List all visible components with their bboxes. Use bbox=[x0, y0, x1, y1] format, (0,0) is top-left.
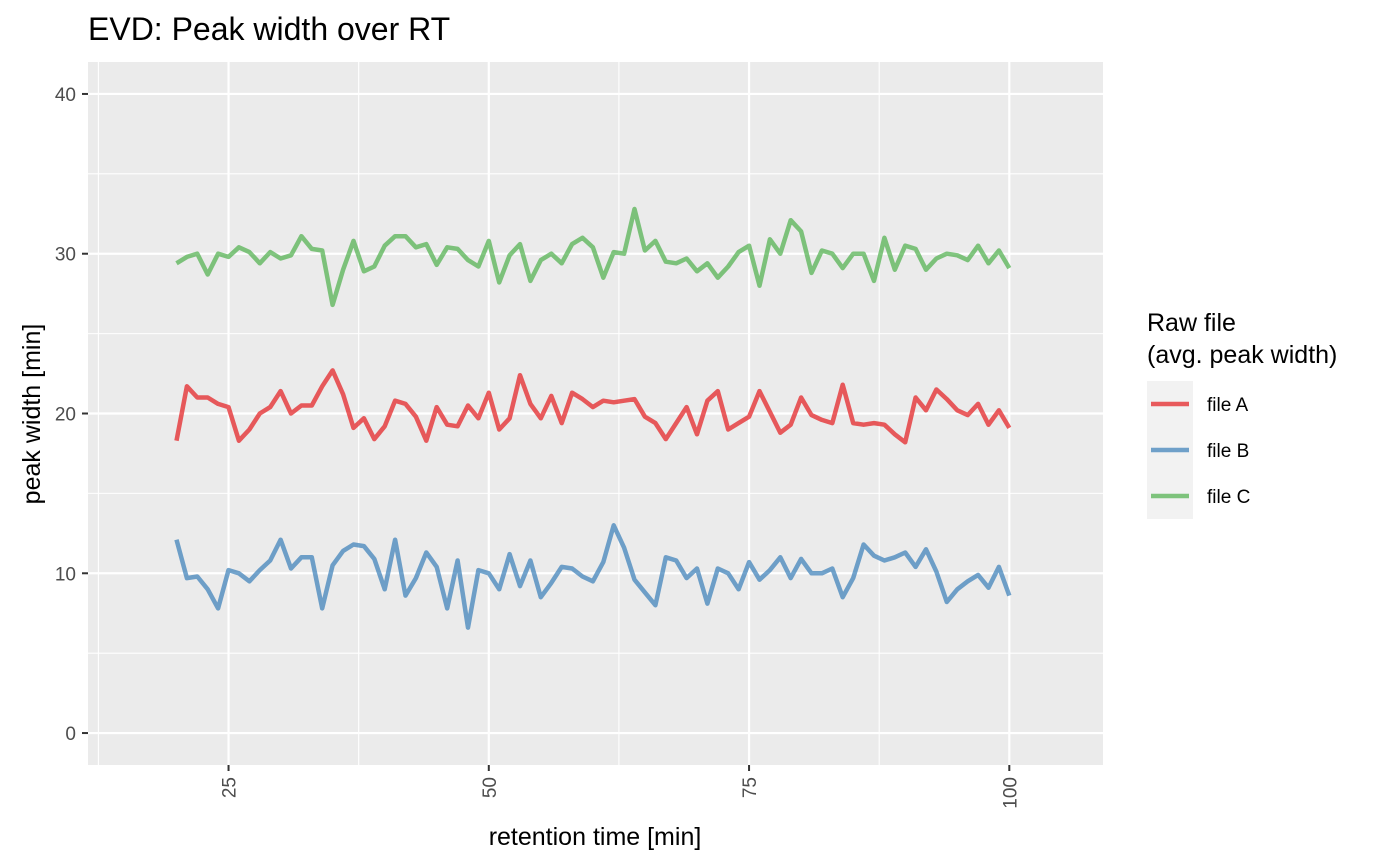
x-tick-label: 25 bbox=[220, 777, 241, 798]
legend-label-1: file A bbox=[1207, 395, 1249, 416]
y-tick-label: 30 bbox=[55, 245, 76, 266]
legend-label-3: file C bbox=[1207, 487, 1250, 508]
y-tick-label: 0 bbox=[65, 724, 76, 745]
y-axis-title: peak width [min] bbox=[18, 324, 46, 505]
series-line-1 bbox=[174, 368, 1012, 445]
x-axis-title: retention time [min] bbox=[489, 823, 702, 851]
y-tick-label: 40 bbox=[55, 85, 76, 106]
x-tick-label: 100 bbox=[1000, 777, 1021, 809]
chart-title: EVD: Peak width over RT bbox=[88, 11, 450, 47]
legend-title-line-2: (avg. peak width) bbox=[1147, 341, 1337, 369]
y-axis: 0 10 20 30 40 bbox=[55, 85, 88, 745]
y-tick-label: 20 bbox=[55, 405, 76, 426]
x-tick-label: 75 bbox=[740, 777, 761, 798]
legend-title-line-1: Raw file bbox=[1147, 309, 1236, 337]
x-axis: 25 50 75 100 bbox=[220, 765, 1021, 809]
series-line-2 bbox=[174, 523, 1012, 630]
x-tick-label: 50 bbox=[480, 777, 501, 798]
legend-items: file A file B file C bbox=[1151, 395, 1250, 508]
series-lines bbox=[174, 206, 1012, 630]
legend-label-2: file B bbox=[1207, 441, 1249, 462]
y-tick-label: 10 bbox=[55, 564, 76, 585]
series-line-3 bbox=[175, 206, 1012, 308]
